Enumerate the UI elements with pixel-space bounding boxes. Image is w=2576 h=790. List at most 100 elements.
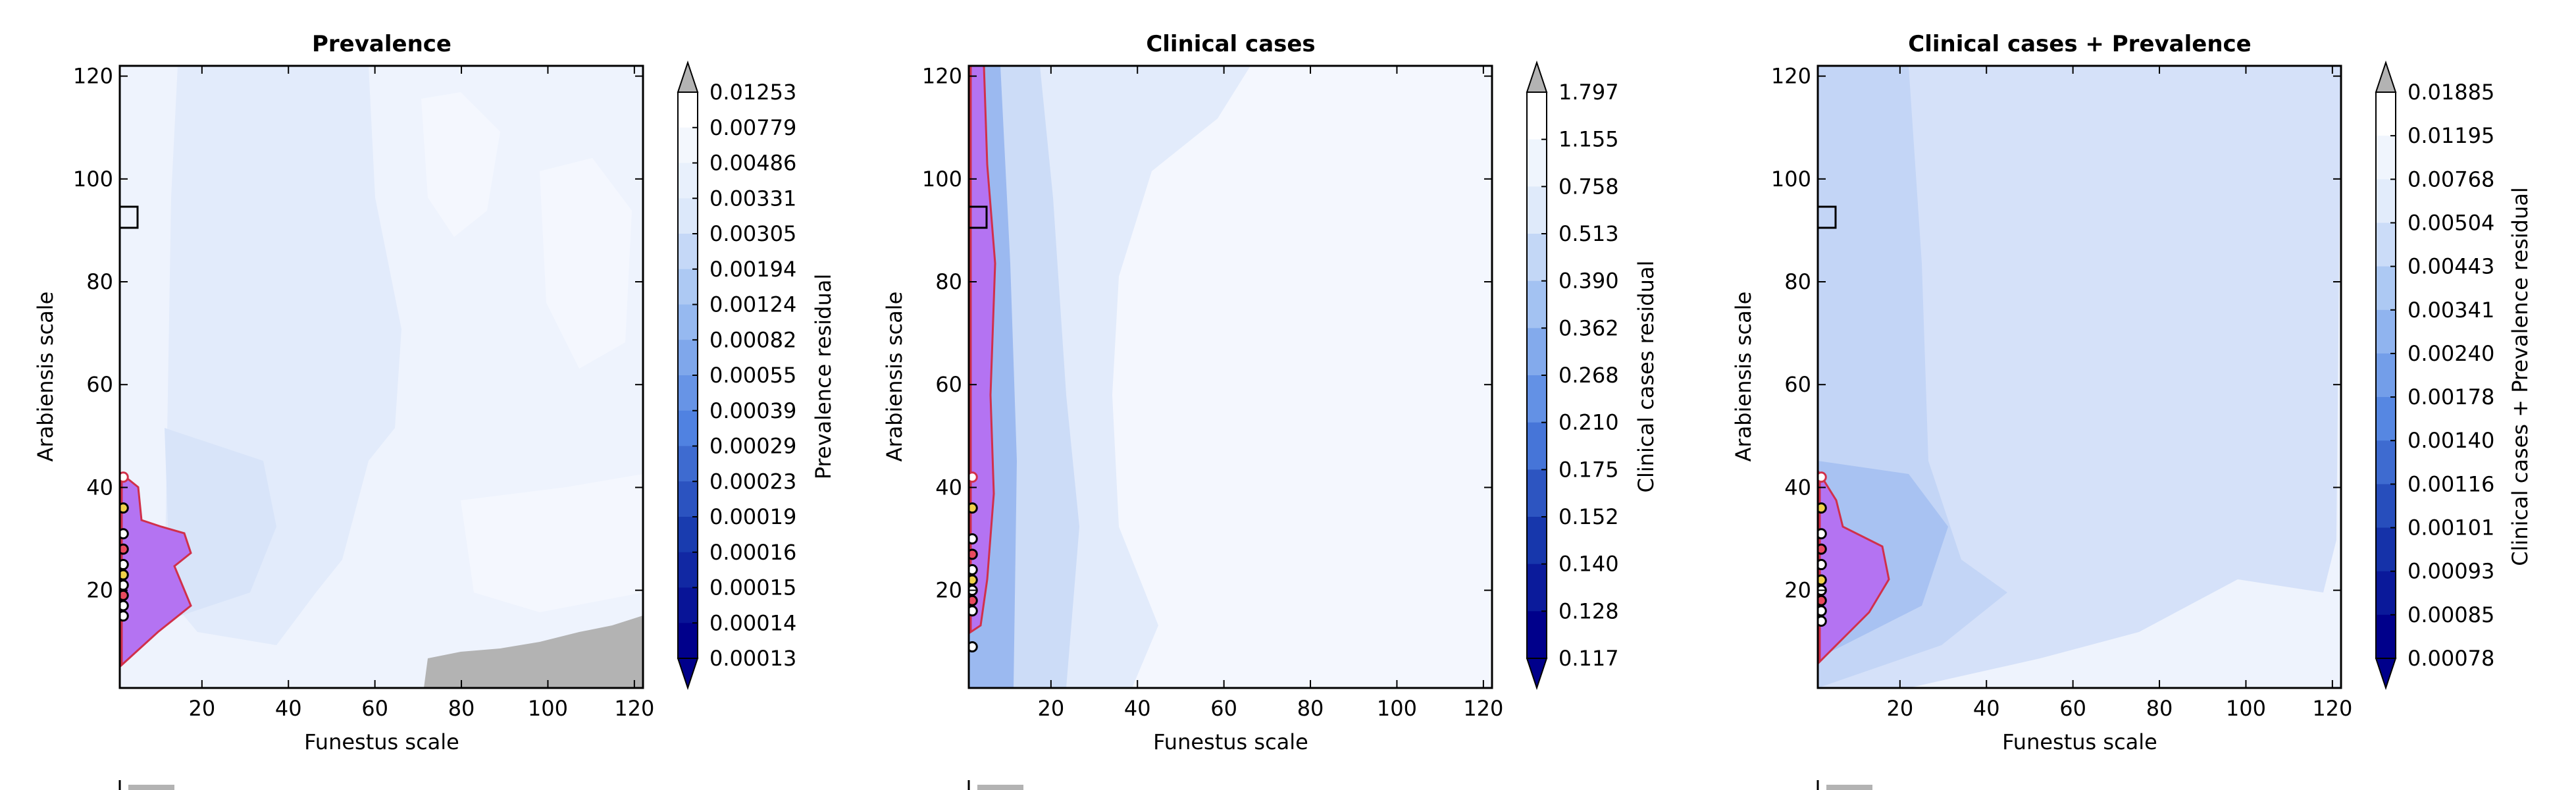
x-tick-label: 120 (1463, 696, 1503, 721)
colorbar-tick-label: 0.00178 (2408, 384, 2494, 409)
colorbar-tick-label: 0.00341 (2408, 298, 2494, 323)
colorbar-band (2376, 571, 2396, 616)
y-tick-label: 80 (86, 269, 113, 294)
data-point (120, 502, 129, 514)
x-axis-label: Funestus scale (2002, 729, 2157, 754)
colorbar-tick-label: 0.00305 (709, 221, 796, 246)
data-point (120, 610, 129, 622)
colorbar-band (2376, 397, 2396, 441)
colorbar-tick-label: 0.00240 (2408, 341, 2494, 366)
y-tick-label: 40 (935, 475, 962, 500)
colorbar-band (1527, 92, 1547, 140)
colorbar-label: Prevalence residual (811, 274, 836, 480)
colorbar-tick-label: 0.117 (1558, 646, 1619, 671)
colorbar-band (2376, 92, 2396, 136)
plot-frame (1816, 65, 2342, 689)
colorbar-tick-label: 0.00768 (2408, 167, 2494, 192)
y-tick-label: 100 (73, 167, 113, 192)
y-tick-label: 100 (922, 167, 962, 192)
colorbar-band (1527, 234, 1547, 282)
data-point (969, 502, 978, 514)
colorbar-tick-label: 0.01885 (2408, 80, 2494, 105)
colorbar-band (678, 410, 698, 446)
y-tick-label: 20 (86, 578, 113, 603)
x-axis-label: Funestus scale (1153, 729, 1308, 754)
colorbar-band (2376, 614, 2396, 659)
colorbar-tick-label: 0.513 (1558, 221, 1619, 246)
colorbar-tick-label: 0.00140 (2408, 428, 2494, 453)
colorbar-tick-label: 0.00116 (2408, 471, 2494, 496)
data-point (1818, 574, 1827, 586)
y-tick-label: 80 (1784, 269, 1811, 294)
colorbar-tick-label: 0.01195 (2408, 123, 2494, 148)
colorbar-tick-label: 0.00486 (709, 151, 796, 176)
colorbar-tick-label: 0.00023 (709, 469, 796, 494)
colorbar-band (1527, 375, 1547, 423)
colorbar-tick-label: 0.362 (1558, 315, 1619, 340)
y-tick-label: 40 (86, 475, 113, 500)
data-point (969, 574, 978, 586)
y-tick-label: 100 (1771, 167, 1811, 192)
colorbar-band (678, 269, 698, 305)
y-tick-label: 120 (73, 64, 113, 89)
colorbar-tick-label: 0.00029 (709, 434, 796, 459)
colorbar-tick-label: 0.00078 (2408, 646, 2494, 671)
colorbar-band (2376, 440, 2396, 485)
y-tick-label: 80 (935, 269, 962, 294)
colorbar-band (678, 163, 698, 199)
colorbar-band (2376, 484, 2396, 529)
y-tick-label: 40 (1784, 475, 1811, 500)
y-axis-label: Arabiensis scale (1731, 292, 1756, 462)
colorbar-tick-label: 0.00779 (709, 115, 796, 140)
plot-frame (967, 65, 1493, 689)
x-tick-label: 60 (361, 696, 388, 721)
colorbar-band (1527, 469, 1547, 517)
colorbar-tick-label: 0.01253 (709, 80, 796, 105)
colorbar-tick-label: 0.00124 (709, 292, 796, 317)
colorbar-band (2376, 266, 2396, 311)
x-tick-label: 120 (2312, 696, 2352, 721)
data-point (969, 471, 978, 483)
colorbar-tick-label: 0.268 (1558, 363, 1619, 388)
data-point (120, 471, 129, 483)
colorbar-tick-label: 0.758 (1558, 174, 1619, 199)
colorbar-tick-label: 0.00101 (2408, 515, 2494, 540)
colorbar-band (678, 234, 698, 270)
colorbar-tick-label: 0.00504 (2408, 210, 2494, 235)
data-point (969, 641, 978, 653)
colorbar-band (2376, 527, 2396, 572)
colorbar-band (678, 375, 698, 411)
colorbar-band (678, 517, 698, 553)
data-point (120, 569, 129, 581)
colorbar-extend-bottom (2375, 658, 2397, 691)
x-tick-label: 120 (614, 696, 654, 721)
data-point (1818, 528, 1827, 540)
data-point (120, 528, 129, 540)
data-point (1818, 471, 1827, 483)
colorbar-band (678, 127, 698, 163)
panel-clinical-cases: Clinical cases 20 40 60 80 100 120 20 40 60 80 100… (882, 31, 1659, 754)
y-tick-label: 60 (86, 372, 113, 397)
colorbar-band (2376, 223, 2396, 267)
contour-band (540, 158, 632, 369)
plot-frame (118, 65, 644, 689)
data-point (1818, 615, 1827, 627)
data-point (120, 543, 129, 555)
panel-clinical-cases-prevalence: Clinical cases + Prevalence 20 40 60 80 100 1… (1731, 31, 2533, 754)
data-point (969, 605, 978, 617)
data-point (120, 559, 129, 571)
data-point (969, 533, 978, 545)
colorbar-band (678, 552, 698, 588)
colorbar-label: Clinical cases + Prevalence residual (2508, 187, 2533, 566)
colorbar-tick-label: 0.00013 (709, 646, 796, 671)
colorbar-tick-label: 0.140 (1558, 552, 1619, 577)
colorbar-band (2376, 136, 2396, 180)
colorbar-band (2376, 309, 2396, 354)
colorbar-band (678, 481, 698, 517)
colorbar-band (678, 198, 698, 234)
panel-title: Clinical cases (1146, 31, 1315, 57)
panel-prevalence: Prevalence 20 40 60 80 100 12020406080100120 … (33, 31, 836, 754)
x-tick-label: 80 (1297, 696, 1324, 721)
colorbar-band (1527, 422, 1547, 470)
x-tick-label: 40 (275, 696, 302, 721)
